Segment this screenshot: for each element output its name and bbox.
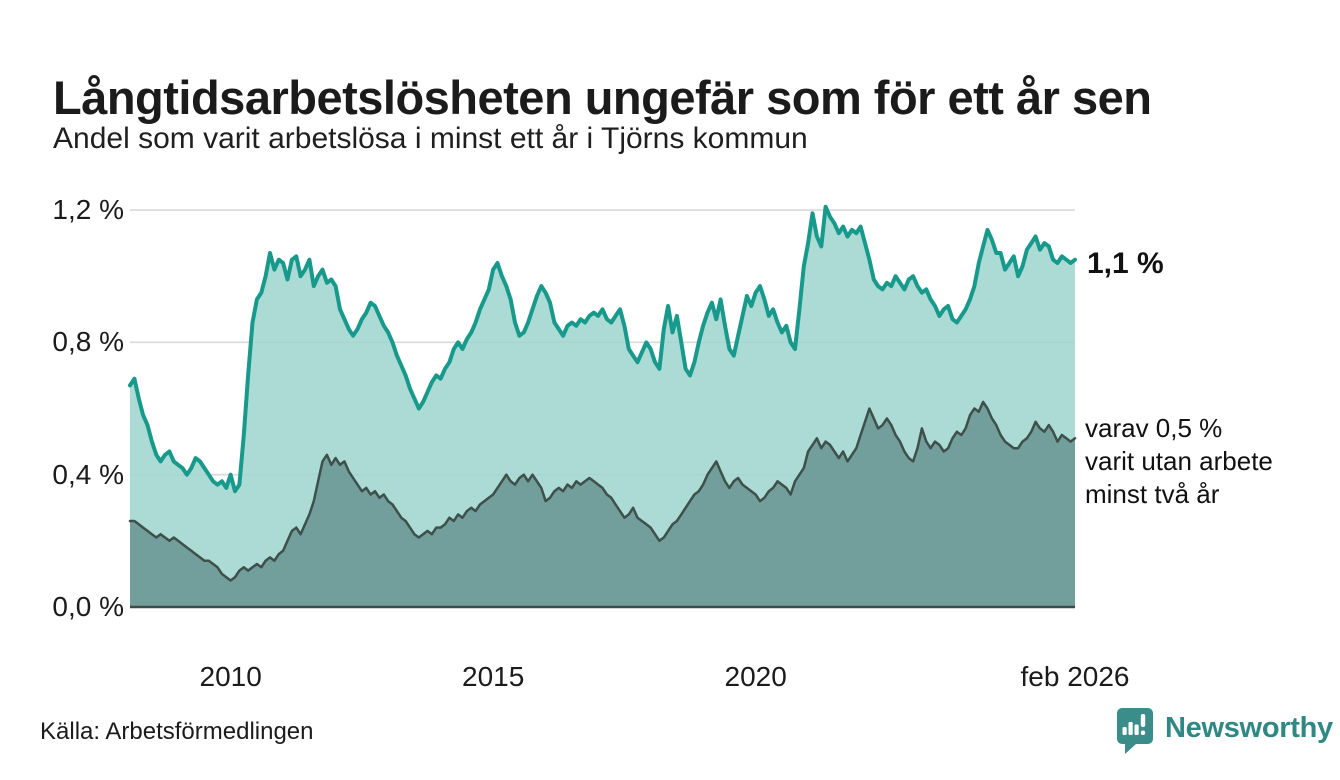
area-chart [128, 204, 1077, 609]
x-tick-label: 2020 [724, 661, 787, 692]
y-tick-label: 0,8 % [52, 326, 124, 358]
series-area-2 [130, 401, 1075, 607]
brand-name: Newsworthy [1165, 712, 1333, 744]
source-note: Källa: Arbetsförmedlingen [40, 718, 314, 745]
x-tick-label: 2015 [461, 661, 525, 692]
series-line-2 [128, 400, 1077, 582]
x-tick-label: 2010 [199, 661, 262, 692]
x-tick-label: feb 2026 [1020, 661, 1130, 692]
page-subtitle: Andel som varit arbetslösa i minst ett å… [53, 122, 808, 155]
newsworthy-brand: Newsworthy [1115, 706, 1333, 754]
page-title: Långtidsarbetslösheten ungefär som för e… [53, 71, 1152, 125]
y-tick-label: 0,0 % [52, 591, 124, 622]
y-tick-label: 1,2 % [52, 194, 124, 226]
y-tick-label: 0,4 % [52, 458, 124, 490]
series-line-1 [128, 204, 1077, 494]
end-value-label: 1,1 % [1087, 247, 1164, 280]
newsworthy-logo-icon [1117, 708, 1153, 754]
series2-annotation: varav 0,5 % varit utan arbete minst två … [1085, 413, 1273, 509]
